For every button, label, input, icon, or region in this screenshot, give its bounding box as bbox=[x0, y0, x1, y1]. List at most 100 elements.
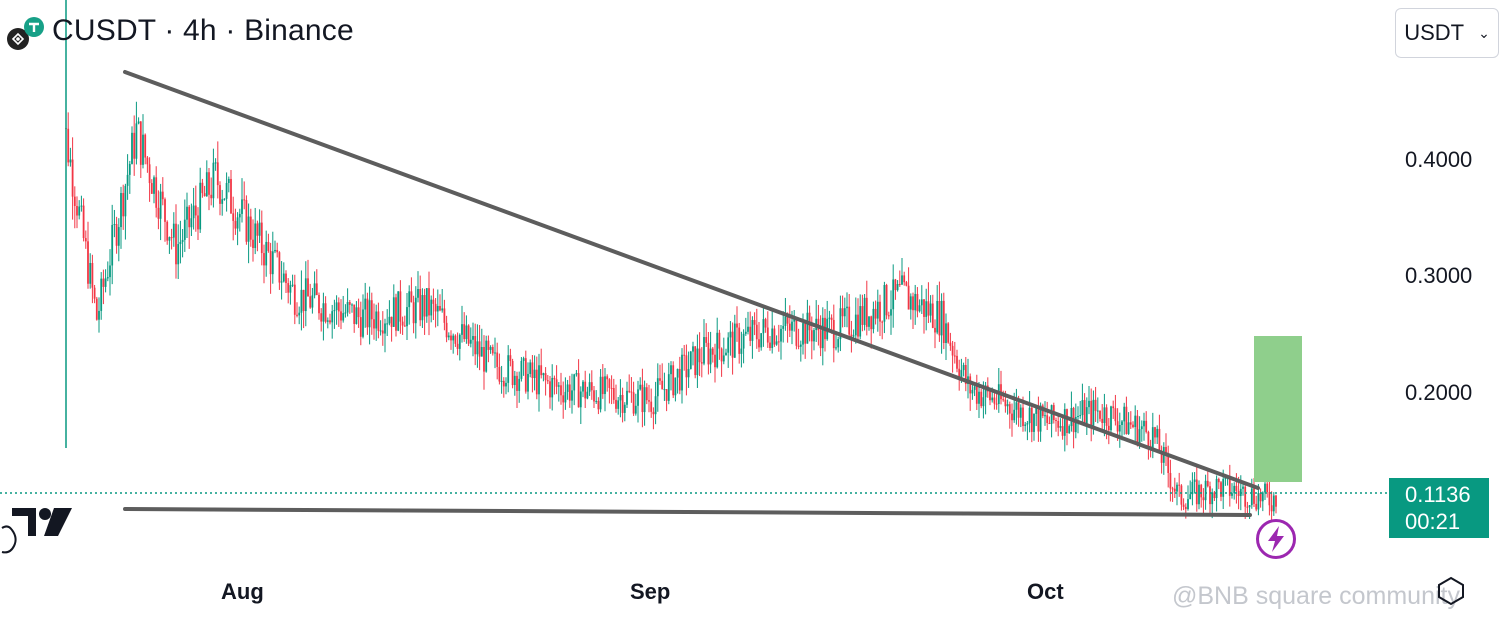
candle-body bbox=[1171, 488, 1174, 490]
candle-body bbox=[894, 279, 897, 291]
candle-body bbox=[472, 336, 474, 340]
candle-body bbox=[1088, 400, 1090, 408]
candle-body bbox=[344, 312, 347, 314]
candle-body bbox=[1074, 416, 1077, 433]
candle-body bbox=[1189, 494, 1192, 500]
candle-body bbox=[1006, 404, 1009, 407]
candle-body bbox=[456, 343, 459, 349]
candle-body bbox=[991, 397, 994, 401]
candle-body bbox=[139, 121, 142, 165]
candle-body bbox=[806, 312, 809, 344]
candle-body bbox=[172, 223, 175, 238]
candle-body bbox=[672, 365, 675, 396]
candle-body bbox=[329, 320, 331, 323]
candle-body bbox=[267, 241, 270, 251]
candle-body bbox=[500, 380, 503, 382]
candle-body bbox=[1013, 409, 1016, 421]
candle-body bbox=[1275, 495, 1277, 507]
candle-body bbox=[474, 336, 477, 355]
candle-body bbox=[982, 397, 985, 407]
candle-body bbox=[1237, 490, 1240, 497]
candle-body bbox=[313, 283, 316, 296]
candle-body bbox=[1123, 406, 1126, 422]
candle-body bbox=[872, 308, 875, 330]
price-axis[interactable]: 0.2000 0.3000 0.4000 bbox=[1405, 147, 1472, 405]
candle-body bbox=[1184, 506, 1187, 510]
candle-body bbox=[791, 321, 793, 331]
candle-body bbox=[445, 322, 448, 338]
candle-body bbox=[164, 199, 166, 222]
candle-body bbox=[854, 314, 857, 336]
candle-body bbox=[881, 321, 884, 323]
candle-body bbox=[630, 391, 633, 393]
candle-body bbox=[78, 206, 81, 216]
candle-body bbox=[335, 302, 338, 311]
candle-body bbox=[441, 308, 444, 311]
candle-body bbox=[348, 302, 351, 305]
currency-select[interactable]: USDT ⌄ bbox=[1395, 8, 1499, 58]
x-tick-label: Sep bbox=[630, 579, 670, 604]
candle-body bbox=[188, 206, 191, 228]
candle-body bbox=[949, 342, 952, 346]
candle-body bbox=[1213, 492, 1216, 499]
candle-body bbox=[1270, 505, 1273, 512]
candle-body bbox=[452, 335, 455, 341]
candle-body bbox=[661, 380, 664, 390]
candle-body bbox=[1143, 420, 1145, 427]
support-trendline[interactable] bbox=[123, 507, 1252, 517]
candle-body bbox=[300, 289, 303, 313]
candle-body bbox=[590, 382, 593, 391]
candle-body bbox=[340, 311, 342, 321]
candle-body bbox=[751, 320, 754, 341]
candle-body bbox=[813, 330, 815, 342]
candle-body bbox=[214, 162, 217, 164]
candle-body bbox=[566, 384, 569, 392]
candle-body bbox=[890, 309, 892, 316]
descending-trendline[interactable] bbox=[123, 70, 1260, 490]
candle-body bbox=[1011, 413, 1013, 421]
candle-body bbox=[177, 244, 180, 265]
candle-body bbox=[584, 381, 587, 399]
candle-body bbox=[223, 198, 226, 200]
candle-body bbox=[612, 388, 615, 400]
candle-body bbox=[782, 325, 785, 329]
candle-body bbox=[641, 384, 644, 413]
candle-body bbox=[509, 355, 512, 362]
candle-body bbox=[245, 200, 248, 242]
time-axis[interactable]: Aug Sep Oct bbox=[221, 579, 1064, 604]
target-box bbox=[1254, 336, 1302, 482]
candle-body bbox=[749, 326, 752, 341]
candle-body bbox=[1066, 409, 1068, 433]
candle-body bbox=[181, 239, 184, 242]
candle-body bbox=[98, 310, 100, 320]
candle-body bbox=[610, 387, 613, 389]
candle-body bbox=[373, 319, 375, 329]
y-tick-label: 0.3000 bbox=[1405, 263, 1472, 288]
candle-body bbox=[516, 375, 518, 391]
candle-body bbox=[1022, 407, 1024, 426]
last-price-value: 0.1136 bbox=[1405, 482, 1471, 507]
candle-body bbox=[848, 306, 851, 335]
candle-body bbox=[511, 361, 514, 386]
candle-body bbox=[876, 301, 879, 319]
candle-body bbox=[219, 185, 221, 204]
candle-body bbox=[1145, 420, 1148, 432]
lightning-icon[interactable] bbox=[1255, 518, 1297, 560]
candle-body bbox=[168, 237, 171, 241]
candle-body bbox=[1209, 486, 1211, 505]
candle-body bbox=[830, 317, 833, 320]
candle-body bbox=[249, 216, 252, 240]
candle-body bbox=[1266, 483, 1269, 493]
candle-body bbox=[907, 285, 910, 310]
candle-body bbox=[201, 182, 204, 194]
candle-body bbox=[694, 346, 697, 376]
candle-body bbox=[601, 376, 604, 395]
candle-body bbox=[685, 355, 688, 378]
candle-body bbox=[797, 345, 800, 347]
candle-body bbox=[740, 348, 743, 354]
candle-body bbox=[518, 378, 521, 391]
candle-body bbox=[269, 250, 272, 275]
candle-body bbox=[1094, 399, 1097, 411]
candle-body bbox=[104, 278, 107, 287]
